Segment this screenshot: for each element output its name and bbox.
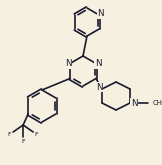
Text: F: F xyxy=(8,132,12,137)
Text: N: N xyxy=(65,59,71,68)
Text: N: N xyxy=(95,59,101,68)
Text: F: F xyxy=(21,139,25,144)
Text: N: N xyxy=(131,99,137,108)
Text: N: N xyxy=(97,10,104,18)
Text: F: F xyxy=(35,132,38,137)
Text: N: N xyxy=(96,82,102,92)
Text: CH₃: CH₃ xyxy=(153,100,162,106)
